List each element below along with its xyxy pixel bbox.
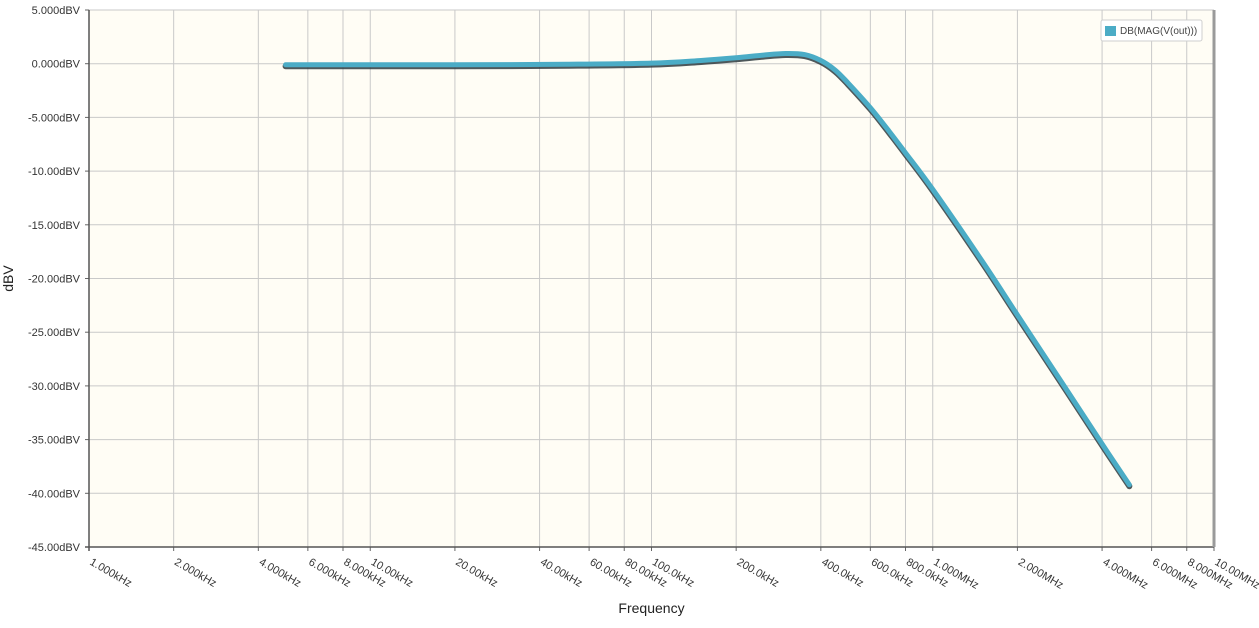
series-layer — [282, 50, 1133, 490]
legend-label: DB(MAG(V(out))) — [1120, 26, 1197, 37]
y-tick-label: -30.00dBV — [28, 381, 81, 393]
y-tick-label: -10.00dBV — [28, 166, 81, 178]
x-tick-label: 2.000MHz — [1016, 556, 1065, 591]
x-tick-label: 2.000kHz — [172, 556, 218, 590]
y-tick-label: 0.000dBV — [32, 59, 81, 71]
x-axis-title: Frequency — [618, 600, 684, 616]
legend-swatch — [1105, 26, 1116, 36]
y-tick-label: -45.00dBV — [28, 542, 81, 554]
series-line — [283, 50, 1132, 488]
y-tick-label: -20.00dBV — [28, 274, 81, 286]
y-tick-label: -35.00dBV — [28, 435, 81, 447]
y-tick-label: -5.000dBV — [28, 112, 81, 124]
y-axis-title: dBV — [0, 265, 16, 292]
y-tick-label: 5.000dBV — [32, 5, 81, 17]
y-tick-label: -15.00dBV — [28, 220, 81, 232]
x-tick-label: 4.000kHz — [257, 556, 303, 590]
x-tick-label: 20.00kHz — [453, 556, 499, 590]
x-tick-label: 1.000kHz — [88, 556, 134, 590]
y-tick-labels: 5.000dBV 0.000dBV -5.000dBV -10.00dBV -15.00… — [28, 5, 81, 554]
legend-box — [1100, 19, 1203, 42]
y-tick-label: -25.00dBV — [28, 327, 81, 339]
legend: DB(MAG(V(out))) — [1100, 19, 1203, 42]
x-tick-label: 200.0kHz — [735, 556, 781, 590]
x-tick-label: 40.00kHz — [538, 556, 584, 590]
x-tick-label: 4.000MHz — [1101, 556, 1150, 591]
y-tick-label: -40.00dBV — [28, 488, 81, 500]
x-tick-labels: 1.000kHz 2.000kHz 4.000kHz 6.000kHz8.000kHz… — [88, 556, 1259, 591]
x-tick-label: 400.0kHz — [819, 556, 865, 590]
